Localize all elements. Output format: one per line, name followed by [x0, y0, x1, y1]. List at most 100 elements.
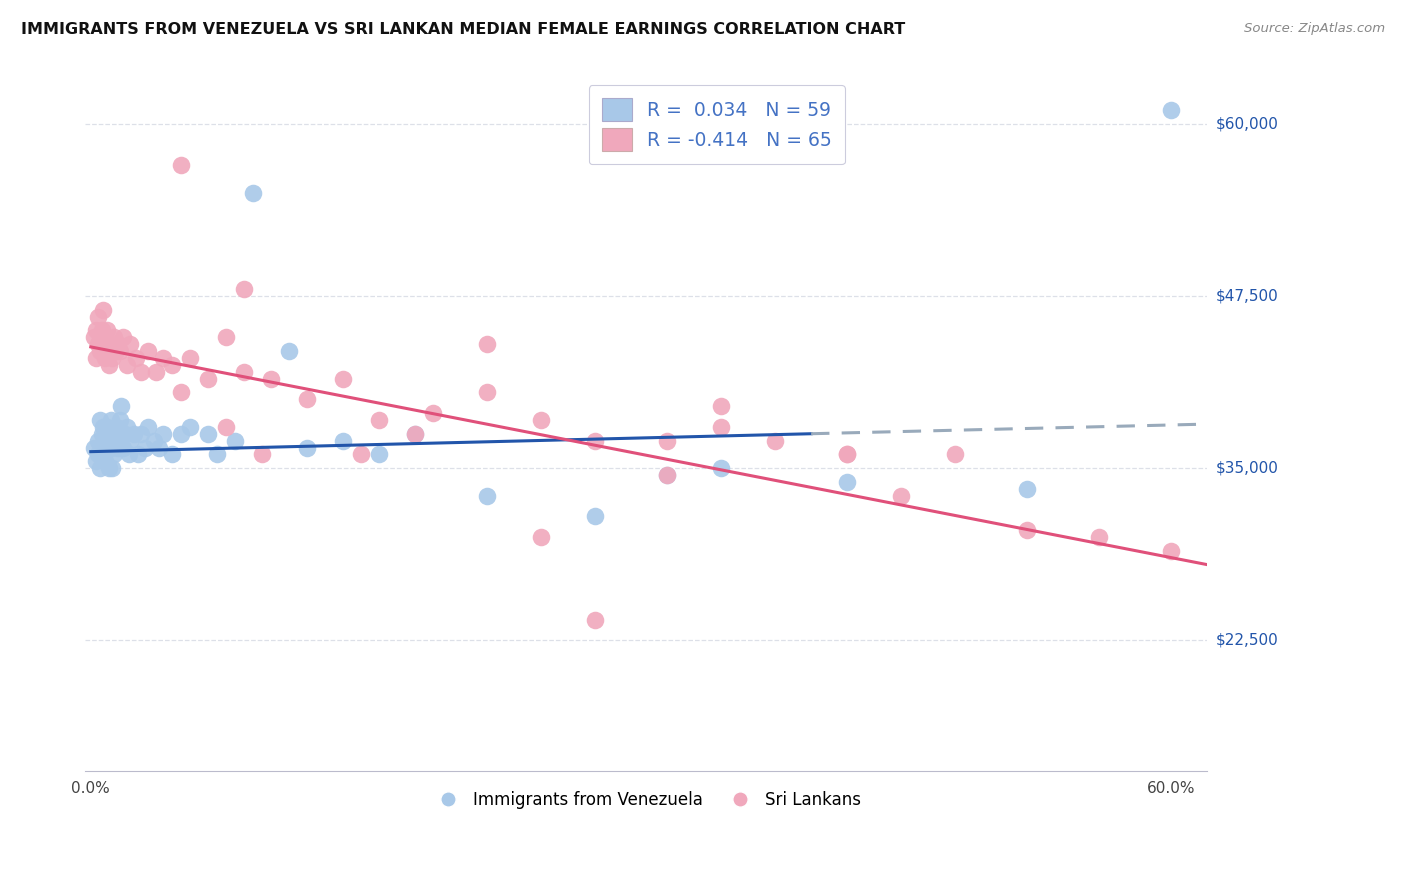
Point — [943, 447, 966, 461]
Point — [710, 420, 733, 434]
Text: $35,000: $35,000 — [1216, 460, 1278, 475]
Point — [332, 371, 354, 385]
Point — [367, 413, 389, 427]
Point — [332, 434, 354, 448]
Point — [96, 323, 118, 337]
Point — [655, 434, 678, 448]
Point — [89, 330, 111, 344]
Point — [145, 365, 167, 379]
Point — [1017, 523, 1039, 537]
Point — [94, 351, 117, 365]
Point — [224, 434, 246, 448]
Point — [160, 358, 183, 372]
Point — [112, 441, 135, 455]
Point — [1017, 482, 1039, 496]
Point — [87, 337, 110, 351]
Point — [367, 447, 389, 461]
Point — [89, 344, 111, 359]
Point — [84, 351, 107, 365]
Point — [242, 186, 264, 200]
Point — [101, 461, 124, 475]
Point — [197, 426, 219, 441]
Point — [170, 385, 193, 400]
Point — [129, 426, 152, 441]
Point — [837, 447, 859, 461]
Point — [142, 434, 165, 448]
Point — [475, 489, 498, 503]
Point — [93, 302, 115, 317]
Point — [232, 282, 254, 296]
Point — [100, 441, 122, 455]
Point — [232, 365, 254, 379]
Point — [84, 323, 107, 337]
Point — [93, 420, 115, 434]
Point — [104, 420, 127, 434]
Point — [655, 468, 678, 483]
Point — [404, 426, 426, 441]
Text: $47,500: $47,500 — [1216, 288, 1278, 303]
Text: IMMIGRANTS FROM VENEZUELA VS SRI LANKAN MEDIAN FEMALE EARNINGS CORRELATION CHART: IMMIGRANTS FROM VENEZUELA VS SRI LANKAN … — [21, 22, 905, 37]
Point — [530, 530, 553, 544]
Point — [101, 434, 124, 448]
Point — [125, 351, 148, 365]
Legend: Immigrants from Venezuela, Sri Lankans: Immigrants from Venezuela, Sri Lankans — [425, 784, 868, 816]
Point — [152, 426, 174, 441]
Point — [93, 344, 115, 359]
Point — [97, 434, 120, 448]
Text: Source: ZipAtlas.com: Source: ZipAtlas.com — [1244, 22, 1385, 36]
Point — [215, 330, 238, 344]
Point — [134, 441, 156, 455]
Point — [96, 344, 118, 359]
Point — [295, 392, 318, 407]
Point — [90, 426, 112, 441]
Point — [138, 420, 160, 434]
Point — [655, 468, 678, 483]
Point — [84, 454, 107, 468]
Point — [94, 434, 117, 448]
Point — [404, 426, 426, 441]
Point — [94, 454, 117, 468]
Point — [148, 441, 170, 455]
Point — [100, 413, 122, 427]
Point — [103, 447, 125, 461]
Point — [94, 337, 117, 351]
Point — [97, 461, 120, 475]
Text: $22,500: $22,500 — [1216, 633, 1278, 648]
Point — [110, 399, 132, 413]
Point — [93, 447, 115, 461]
Point — [277, 344, 299, 359]
Point — [710, 399, 733, 413]
Point — [350, 447, 373, 461]
Point — [89, 461, 111, 475]
Point — [160, 447, 183, 461]
Point — [250, 447, 273, 461]
Point — [90, 337, 112, 351]
Point — [170, 158, 193, 172]
Point — [1160, 103, 1182, 117]
Point — [89, 413, 111, 427]
Point — [197, 371, 219, 385]
Point — [215, 420, 238, 434]
Point — [583, 613, 606, 627]
Point — [295, 441, 318, 455]
Point — [115, 420, 138, 434]
Point — [179, 420, 201, 434]
Point — [475, 337, 498, 351]
Point — [1088, 530, 1111, 544]
Point — [117, 447, 139, 461]
Point — [120, 337, 142, 351]
Point — [422, 406, 444, 420]
Point — [122, 426, 145, 441]
Point — [114, 426, 136, 441]
Point — [108, 344, 131, 359]
Point — [103, 426, 125, 441]
Point — [115, 358, 138, 372]
Point — [152, 351, 174, 365]
Point — [83, 441, 105, 455]
Point — [90, 441, 112, 455]
Point — [890, 489, 912, 503]
Point — [1160, 544, 1182, 558]
Point — [107, 337, 129, 351]
Point — [763, 434, 786, 448]
Point — [260, 371, 283, 385]
